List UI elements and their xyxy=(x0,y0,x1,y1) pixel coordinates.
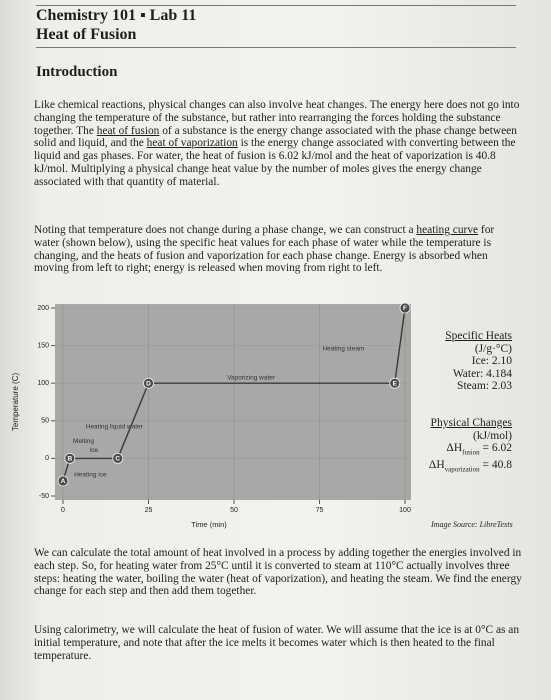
side-item: ΔHfusion = 6.02 xyxy=(402,442,512,459)
point-marker xyxy=(389,377,401,389)
subscript: fusion xyxy=(462,448,480,457)
subscript: vaporization xyxy=(444,465,480,474)
y-tick-label: 100 xyxy=(37,380,49,387)
annotation: Heating ice xyxy=(74,472,107,479)
paragraph: Like chemical reactions, physical change… xyxy=(34,99,522,189)
header-title: Chemistry 101 ▪ Lab 11 xyxy=(36,7,197,24)
physical-changes: Physical Changes (kJ/mol) ΔHfusion = 6.0… xyxy=(402,417,512,476)
y-tick-label: 200 xyxy=(37,305,49,312)
point-marker xyxy=(112,452,124,464)
annotation: Vaporizing water xyxy=(227,375,276,382)
point-marker xyxy=(57,475,69,487)
point: F xyxy=(399,302,411,314)
point: A xyxy=(57,475,69,487)
annotation: Heating liquid water xyxy=(86,424,144,431)
annotation: Melting xyxy=(73,438,94,445)
side-heading: Physical Changes xyxy=(430,417,512,429)
underlined-term: heating curve xyxy=(416,224,479,236)
text-run: We can calculate the total amount of hea… xyxy=(34,547,522,598)
x-axis-label: Time (min) xyxy=(191,520,227,529)
side-unit: (J/g·°C) xyxy=(474,342,512,355)
annotation: Heating steam xyxy=(322,345,364,352)
underlined-term: heat of vaporization xyxy=(146,137,238,150)
y-tick-label: -50 xyxy=(39,493,49,500)
value: = 6.02 xyxy=(482,442,513,454)
section-heading: Introduction xyxy=(36,64,118,80)
x-tick-label: 75 xyxy=(316,507,324,514)
x-tick-label: 50 xyxy=(230,507,238,514)
y-axis-label: Temperature (C) xyxy=(11,373,20,432)
specific-heats: Specific Heats (J/g·°C) Ice: 2.10 Water:… xyxy=(402,330,512,393)
side-item: Water: 4.184 xyxy=(452,367,512,380)
plot-area xyxy=(55,304,411,500)
point: B xyxy=(64,452,76,464)
point: C xyxy=(112,452,124,464)
y-tick-label: 0 xyxy=(45,455,49,462)
side-heading: Specific Heats xyxy=(445,330,512,342)
point-marker xyxy=(399,302,411,314)
point-marker xyxy=(64,452,76,464)
annotation: Ice xyxy=(89,447,98,454)
point-label: B xyxy=(67,456,72,463)
symbol: ΔH xyxy=(446,442,463,454)
point: E xyxy=(389,377,401,389)
text-run: of a substance is the energy change asso… xyxy=(34,124,517,150)
rule xyxy=(36,5,516,6)
text-run: for water (shown below), using the speci… xyxy=(34,224,495,275)
point-label: E xyxy=(393,380,398,387)
image-source: Image Source: LibreTexts xyxy=(431,520,513,529)
value: = 40.8 xyxy=(482,458,513,471)
point-label: A xyxy=(61,478,66,485)
x-tick-label: 25 xyxy=(145,507,153,514)
underlined-term: heat of fusion xyxy=(96,124,160,137)
point-label: F xyxy=(403,305,407,312)
side-item: Ice: 2.10 xyxy=(471,355,512,367)
symbol: ΔH xyxy=(428,458,445,471)
point-label: D xyxy=(146,380,151,387)
point-marker xyxy=(143,377,154,389)
header: Chemistry 101 ▪ Lab 11 Heat of Fusion xyxy=(36,6,196,44)
point-label: C xyxy=(115,456,120,463)
x-tick-label: 100 xyxy=(399,507,411,514)
text-run: Like chemical reactions, physical change… xyxy=(34,99,520,137)
text-run: is the energy change associated with con… xyxy=(34,137,516,188)
y-tick-label: 150 xyxy=(37,342,49,349)
text-run: Using calorimetry, we will calculate the… xyxy=(34,624,520,662)
y-tick-label: 50 xyxy=(41,418,49,425)
side-item: ΔHvaporization = 40.8 xyxy=(402,459,512,476)
point: D xyxy=(143,377,154,389)
side-unit: (kJ/mol) xyxy=(473,429,512,442)
x-tick-label: 0 xyxy=(61,507,65,514)
text-run: Noting that temperature does not change … xyxy=(34,224,417,236)
header-subtitle: Heat of Fusion xyxy=(36,26,137,43)
paragraph: We can calculate the total amount of hea… xyxy=(34,547,522,598)
paragraph: Noting that temperature does not change … xyxy=(34,224,522,275)
paragraph: Using calorimetry, we will calculate the… xyxy=(34,624,522,662)
chart: -50 0 50 100 150 200 0 25 50 75 100 Time (min) Tempe… xyxy=(11,302,411,529)
side-item: Steam: 2.03 xyxy=(457,380,512,392)
rule xyxy=(36,47,516,48)
